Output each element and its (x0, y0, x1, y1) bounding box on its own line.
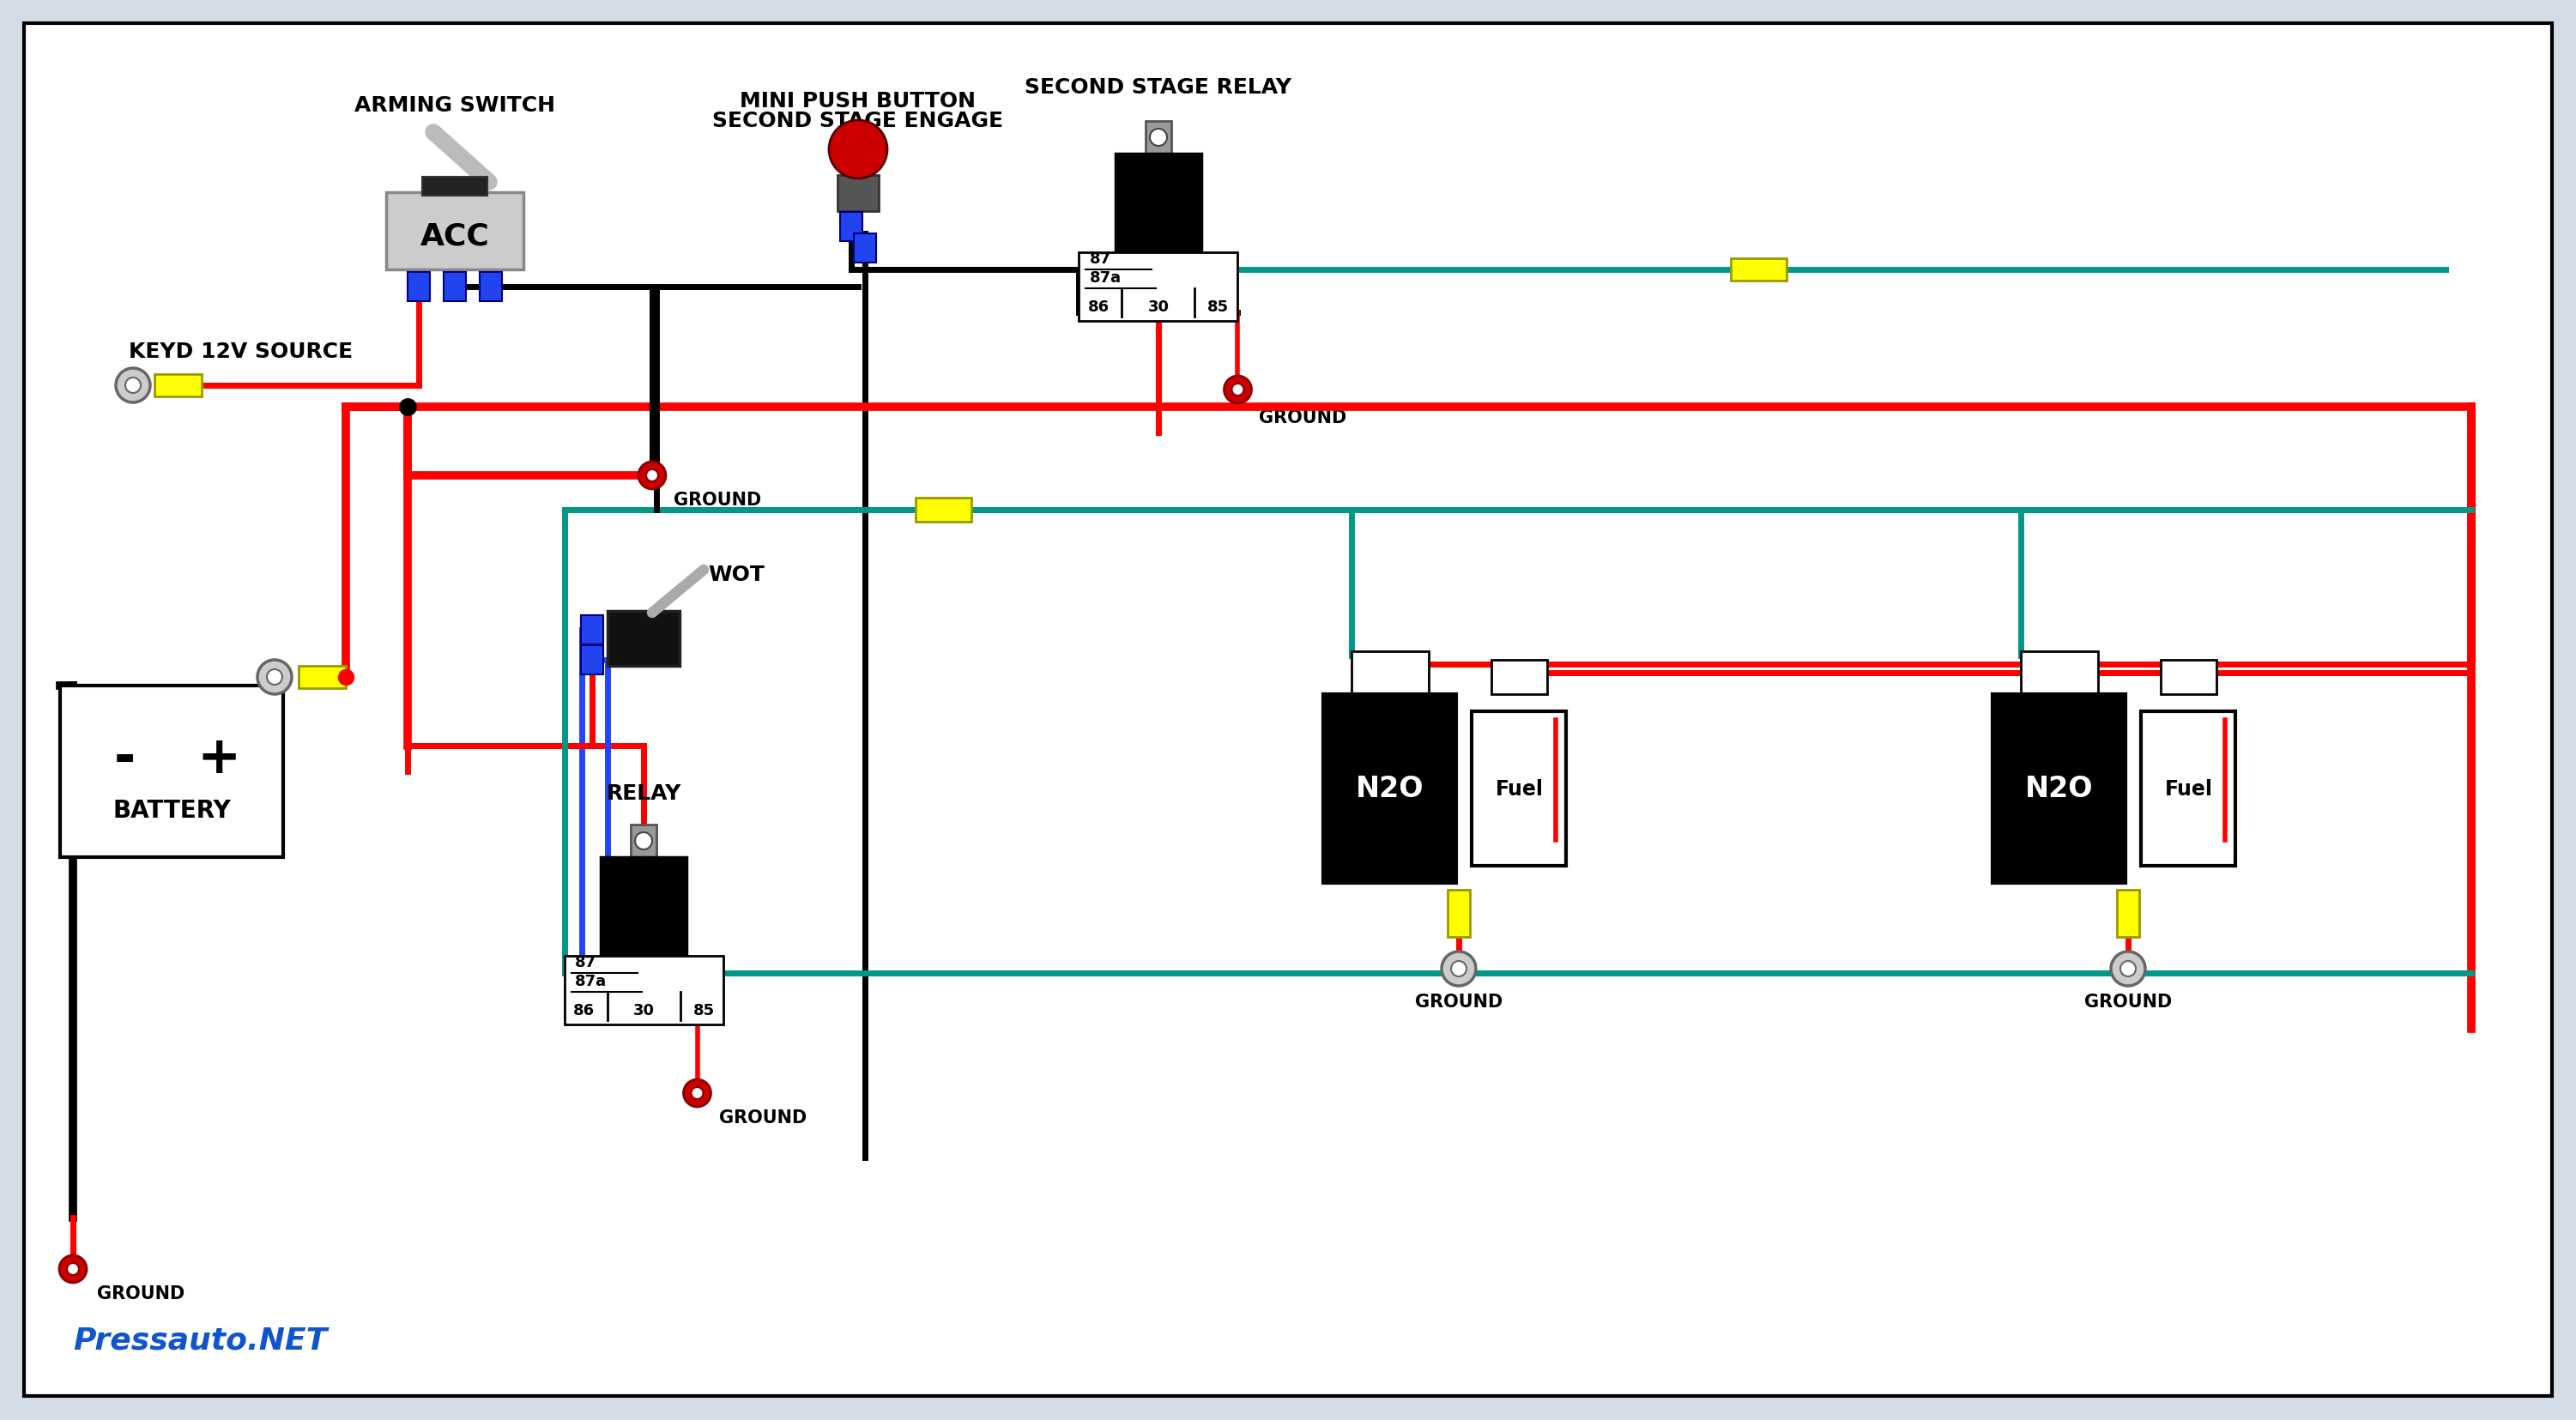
Text: MINI PUSH BUTTON: MINI PUSH BUTTON (739, 91, 976, 112)
Circle shape (1231, 385, 1244, 396)
Text: +: + (196, 734, 240, 784)
Text: -: - (113, 734, 137, 784)
Bar (2161, 660, 2215, 694)
Bar (840, 213, 863, 241)
Text: Pressauto.NET: Pressauto.NET (72, 1326, 327, 1355)
Circle shape (829, 121, 886, 179)
Circle shape (639, 462, 665, 490)
Circle shape (1443, 951, 1476, 985)
Text: KEYD 12V SOURCE: KEYD 12V SOURCE (129, 341, 353, 362)
Circle shape (636, 832, 652, 849)
Text: GROUND: GROUND (672, 491, 762, 508)
Bar (422, 178, 487, 196)
Text: Fuel: Fuel (1494, 778, 1543, 799)
Bar (600, 858, 685, 956)
Bar (443, 273, 466, 302)
Bar (631, 825, 657, 858)
Text: WOT: WOT (708, 564, 765, 585)
Text: 87a: 87a (574, 973, 605, 988)
Text: RELAY: RELAY (605, 782, 680, 804)
Text: 87a: 87a (1090, 270, 1121, 285)
Bar (853, 234, 876, 263)
Text: 30: 30 (1149, 300, 1170, 315)
Circle shape (1450, 961, 1466, 977)
Text: GROUND: GROUND (1260, 409, 1347, 426)
Text: GROUND: GROUND (719, 1109, 806, 1126)
Text: N2O: N2O (2025, 775, 2094, 804)
Text: 85: 85 (1208, 300, 1229, 315)
Bar (837, 176, 878, 212)
Bar (386, 193, 523, 270)
Circle shape (268, 670, 283, 684)
Bar (1352, 652, 1430, 694)
Bar (1079, 253, 1239, 321)
Text: 86: 86 (1087, 300, 1110, 315)
Bar (917, 498, 971, 523)
Bar (2117, 890, 2138, 937)
Text: GROUND: GROUND (98, 1285, 185, 1302)
Bar (1492, 660, 1548, 694)
Bar (582, 616, 603, 645)
Bar (1471, 711, 1566, 866)
Bar (582, 646, 603, 674)
Bar (59, 686, 283, 858)
Circle shape (258, 660, 291, 694)
Bar (407, 273, 430, 302)
Bar (1448, 890, 1471, 937)
Text: Fuel: Fuel (2164, 778, 2213, 799)
Text: 86: 86 (572, 1003, 595, 1018)
Text: GROUND: GROUND (1414, 993, 1502, 1010)
Bar (155, 375, 201, 398)
Circle shape (116, 369, 149, 403)
Circle shape (647, 470, 657, 481)
Bar (1115, 155, 1200, 253)
Bar (1146, 122, 1172, 155)
Bar (299, 666, 345, 689)
Bar (1994, 694, 2125, 883)
Text: SECOND STAGE RELAY: SECOND STAGE RELAY (1025, 77, 1291, 98)
Circle shape (1149, 129, 1167, 146)
Circle shape (2120, 961, 2136, 977)
Bar (2141, 711, 2236, 866)
Bar (1324, 694, 1455, 883)
Text: N2O: N2O (1355, 775, 1425, 804)
Bar (479, 273, 502, 302)
Circle shape (690, 1088, 703, 1099)
Text: ACC: ACC (420, 222, 489, 250)
Circle shape (1224, 376, 1252, 403)
Bar (2020, 652, 2097, 694)
Bar (1731, 258, 1788, 281)
Bar (564, 956, 724, 1025)
Circle shape (67, 1262, 80, 1275)
Text: GROUND: GROUND (2084, 993, 2172, 1010)
Circle shape (59, 1255, 88, 1282)
Text: ARMING SWITCH: ARMING SWITCH (355, 95, 556, 116)
Text: BATTERY: BATTERY (113, 798, 232, 822)
Bar (608, 612, 680, 666)
Text: 85: 85 (693, 1003, 714, 1018)
Text: SECOND STAGE ENGAGE: SECOND STAGE ENGAGE (714, 111, 1005, 131)
Circle shape (683, 1079, 711, 1108)
Text: 87: 87 (574, 954, 595, 970)
Text: 87: 87 (1090, 251, 1110, 267)
Text: 30: 30 (634, 1003, 654, 1018)
Circle shape (126, 378, 142, 393)
Circle shape (2110, 951, 2146, 985)
